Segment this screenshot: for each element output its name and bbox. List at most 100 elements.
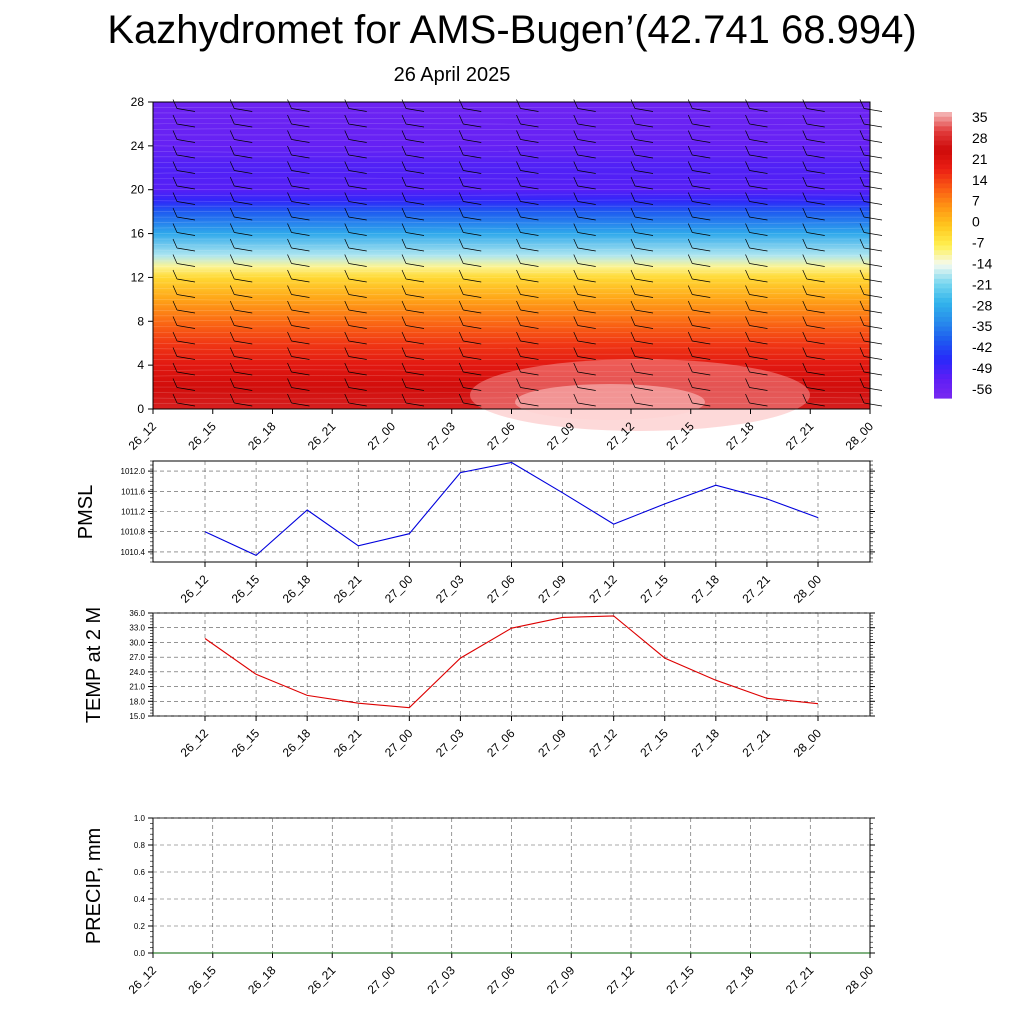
contour-line (152, 194, 871, 197)
wind-barb (172, 378, 196, 391)
x-tick-label: 27_21 (740, 726, 774, 760)
wind-barb (687, 285, 711, 298)
x-tick-label: 26_18 (280, 572, 314, 606)
wind-barb (229, 207, 253, 221)
wind-barb (229, 223, 253, 236)
wind-barb (687, 192, 711, 205)
wind-barb (859, 145, 883, 159)
wind-barb (630, 269, 654, 283)
y-tick-label: 24.0 (129, 668, 145, 677)
wind-barb (401, 254, 425, 267)
wind-barb (287, 207, 310, 221)
wind-barb (344, 238, 367, 252)
wind-barb (687, 130, 711, 143)
wind-barb (401, 176, 425, 190)
wind-barb (745, 378, 768, 391)
wind-barb (516, 114, 539, 128)
x-tick-label: 27_06 (484, 572, 518, 606)
wind-barb (344, 331, 367, 345)
wind-barb (859, 99, 883, 112)
y-tick-label: 1.0 (134, 814, 146, 823)
x-tick-label: 27_00 (382, 572, 416, 606)
wind-barb (229, 269, 253, 283)
wind-barb (172, 130, 196, 143)
x-tick-label: 26_15 (229, 572, 263, 606)
wind-barb (630, 145, 654, 159)
wind-barb (172, 362, 196, 376)
wind-barb (516, 207, 539, 221)
y-tick-label: 30.0 (129, 638, 145, 647)
wind-barb (573, 378, 596, 391)
colorbar-swatch (934, 393, 952, 399)
y-axis-label: PRECIP, mm (83, 828, 105, 944)
wind-barb (287, 362, 310, 376)
wind-barb (516, 362, 539, 376)
colorbar-swatch (934, 169, 952, 175)
x-tick-label: 27_00 (365, 419, 399, 453)
wind-barb (745, 99, 768, 112)
wind-barb (630, 316, 654, 329)
wind-barb (687, 331, 711, 345)
wind-barb (630, 285, 654, 298)
wind-barb (344, 161, 367, 174)
series-line (204, 461, 819, 557)
x-tick-label: 27_09 (544, 963, 578, 997)
wind-barb (516, 176, 539, 190)
wind-barb (802, 285, 825, 298)
wind-barb (630, 393, 654, 407)
colorbar-label: -56 (972, 381, 992, 397)
y-tick-label: 8 (137, 314, 144, 328)
wind-barb (287, 238, 310, 252)
colorbar-swatch (934, 259, 952, 266)
colorbar-swatch (934, 359, 952, 366)
panel-pmsl: 1010.4 1010.8 1011.2 1011.6 1012.0 26_12 26_15… (75, 460, 875, 606)
colorbar-label: 7 (972, 193, 980, 209)
colorbar-swatch (934, 231, 952, 237)
wind-barb (344, 347, 367, 360)
colorbar-swatch (934, 250, 952, 256)
wind-barb (458, 347, 482, 360)
colorbar: 35 28 21 14 7 0 -7 -14 -21 -28 -35 -42 -49 -56 (934, 109, 992, 399)
colorbar-swatch (934, 207, 952, 213)
x-tick-label: 26_21 (305, 419, 339, 453)
wind-barb (344, 300, 367, 314)
colorbar-swatch (934, 278, 952, 285)
wind-barb (573, 254, 596, 267)
wind-barb (630, 192, 654, 205)
wind-barb (630, 176, 654, 190)
wind-barb (458, 285, 482, 298)
wind-barb (287, 161, 310, 174)
colorbar-swatch (934, 173, 952, 180)
x-tick-label: 27_15 (637, 572, 671, 606)
colorbar-swatch (934, 302, 952, 309)
chart-title: Kazhydromet for AMS-Bugen’(42.741 68.994… (107, 8, 917, 52)
wind-barb (287, 378, 310, 391)
wind-barb (516, 223, 539, 236)
colorbar-swatch (934, 212, 952, 218)
colorbar-label: -7 (972, 235, 985, 251)
colorbar-label: 14 (972, 172, 988, 188)
wind-barb (229, 347, 253, 360)
colorbar-swatch (934, 183, 952, 189)
colorbar-swatch (934, 193, 952, 199)
wind-barb (344, 145, 367, 159)
wind-barb (344, 362, 367, 376)
x-tick-label: 26_12 (178, 572, 212, 606)
colorbar-swatch (934, 197, 952, 204)
x-tick-label: 27_03 (433, 572, 467, 606)
wind-barb (802, 192, 825, 205)
wind-barb (172, 238, 196, 252)
wind-barb (859, 238, 883, 252)
wind-barb (287, 331, 310, 345)
contour-line (152, 144, 871, 147)
colorbar-swatch (934, 164, 952, 170)
y-tick-label: 1011.2 (121, 508, 145, 517)
wind-barb (458, 223, 482, 236)
wind-barb (802, 161, 825, 174)
y-tick-label: 15.0 (129, 712, 145, 721)
wind-barb (172, 207, 196, 221)
wind-barb (287, 114, 310, 128)
wind-barb (859, 378, 883, 391)
wind-barb (859, 331, 883, 345)
colorbar-label: 35 (972, 109, 988, 125)
